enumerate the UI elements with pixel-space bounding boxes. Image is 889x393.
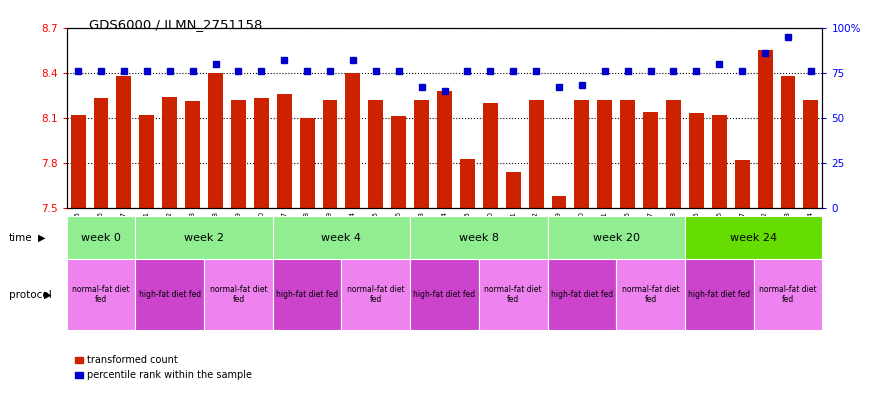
Bar	[781, 76, 796, 208]
Text: week 0: week 0	[81, 233, 121, 243]
Bar	[346, 73, 360, 208]
Bar	[273, 259, 341, 330]
Bar	[460, 158, 475, 208]
Text: high-fat diet fed: high-fat diet fed	[276, 290, 338, 299]
Bar	[140, 115, 155, 208]
Bar	[548, 216, 685, 259]
Text: normal-fat diet
fed: normal-fat diet fed	[347, 285, 404, 305]
Legend: transformed count, percentile rank within the sample: transformed count, percentile rank withi…	[71, 352, 256, 384]
Text: time: time	[9, 233, 33, 243]
Bar	[135, 259, 204, 330]
Bar	[754, 259, 822, 330]
Text: normal-fat diet
fed: normal-fat diet fed	[72, 285, 130, 305]
Text: normal-fat diet
fed: normal-fat diet fed	[621, 285, 679, 305]
Bar	[231, 100, 246, 208]
Bar	[391, 116, 406, 208]
Bar	[163, 97, 177, 208]
Text: high-fat diet fed: high-fat diet fed	[688, 290, 750, 299]
Text: ▶: ▶	[44, 290, 52, 300]
Bar	[506, 172, 521, 208]
Bar	[734, 160, 749, 208]
Bar	[666, 100, 681, 208]
Bar	[689, 113, 704, 208]
Bar	[341, 259, 410, 330]
Bar	[597, 100, 613, 208]
Bar	[93, 98, 108, 208]
Bar	[116, 76, 132, 208]
Bar	[273, 216, 410, 259]
Bar	[71, 115, 85, 208]
Bar	[757, 50, 773, 208]
Bar	[185, 101, 200, 208]
Bar	[643, 112, 658, 208]
Bar	[616, 259, 685, 330]
Text: normal-fat diet
fed: normal-fat diet fed	[210, 285, 268, 305]
Bar	[410, 216, 548, 259]
Text: high-fat diet fed: high-fat diet fed	[413, 290, 476, 299]
Text: protocol: protocol	[9, 290, 52, 300]
Bar	[529, 100, 543, 208]
Text: normal-fat diet
fed: normal-fat diet fed	[485, 285, 542, 305]
Text: normal-fat diet
fed: normal-fat diet fed	[759, 285, 817, 305]
Bar	[548, 259, 616, 330]
Bar	[479, 259, 548, 330]
Bar	[204, 259, 273, 330]
Bar	[300, 118, 315, 208]
Bar	[254, 98, 268, 208]
Text: week 24: week 24	[730, 233, 777, 243]
Text: week 8: week 8	[459, 233, 499, 243]
Bar	[67, 216, 135, 259]
Bar	[368, 100, 383, 208]
Bar	[414, 100, 429, 208]
Bar	[574, 100, 589, 208]
Text: high-fat diet fed: high-fat diet fed	[139, 290, 201, 299]
Bar	[135, 216, 273, 259]
Bar	[685, 216, 822, 259]
Bar	[437, 91, 452, 208]
Bar	[712, 115, 726, 208]
Text: ▶: ▶	[38, 233, 45, 243]
Text: week 4: week 4	[322, 233, 362, 243]
Bar	[804, 100, 818, 208]
Text: week 20: week 20	[593, 233, 640, 243]
Bar	[208, 73, 223, 208]
Bar	[483, 103, 498, 208]
Bar	[67, 259, 135, 330]
Bar	[323, 100, 338, 208]
Text: GDS6000 / ILMN_2751158: GDS6000 / ILMN_2751158	[89, 18, 262, 31]
Bar	[276, 94, 292, 208]
Bar	[551, 196, 566, 208]
Text: week 2: week 2	[184, 233, 224, 243]
Bar	[410, 259, 479, 330]
Bar	[621, 100, 635, 208]
Bar	[685, 259, 754, 330]
Text: high-fat diet fed: high-fat diet fed	[551, 290, 613, 299]
